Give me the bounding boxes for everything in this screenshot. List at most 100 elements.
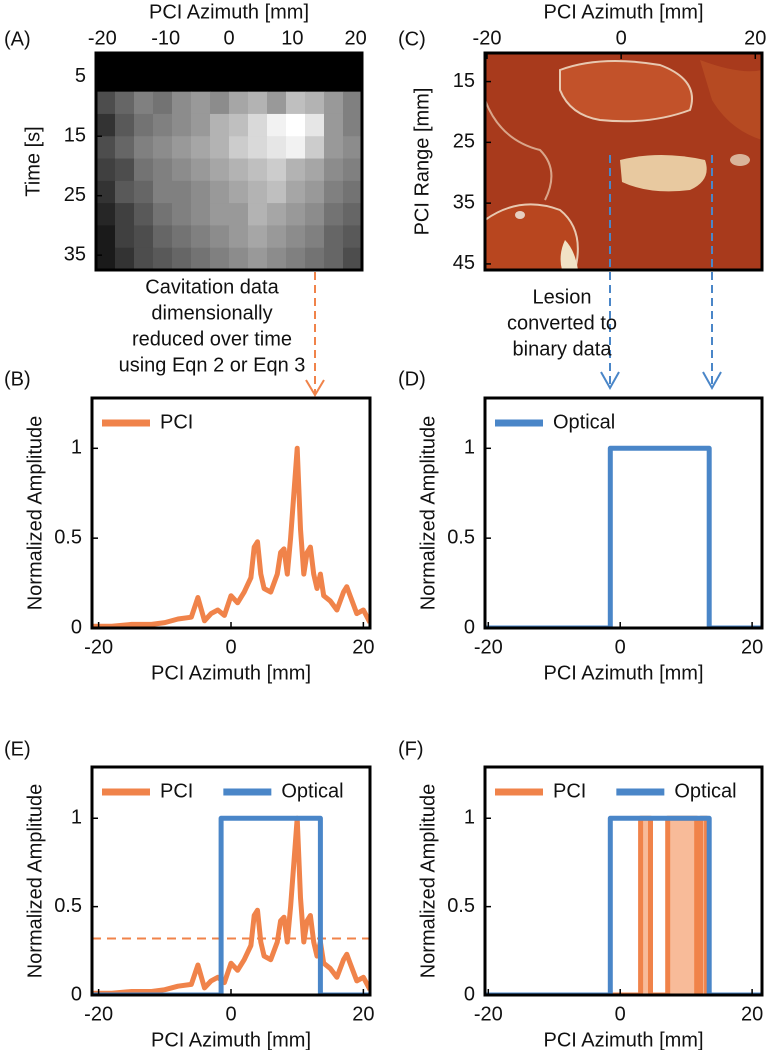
heatmap-cell xyxy=(305,113,325,137)
heatmap-cell xyxy=(229,91,249,115)
x-tick-label: 0 xyxy=(615,636,626,658)
heatmap-cell xyxy=(210,158,230,182)
y-tick-label: 0.5 xyxy=(447,895,475,917)
x-axis-label: PCI Azimuth [mm] xyxy=(149,1,309,23)
heatmap-cell xyxy=(153,180,173,204)
annotation: dimensionally xyxy=(151,302,272,324)
heatmap-cell xyxy=(305,53,325,93)
heatmap-cell xyxy=(324,113,344,137)
series-fill xyxy=(485,818,762,995)
y-tick-label: 35 xyxy=(453,191,475,213)
heatmap-cell xyxy=(286,53,306,93)
y-tick-label: 0.5 xyxy=(54,526,82,548)
y-tick-label: 25 xyxy=(453,131,475,153)
series-line xyxy=(92,815,370,995)
series-line xyxy=(485,815,762,995)
heatmap-cell xyxy=(210,113,230,137)
axes-box xyxy=(483,396,764,630)
legend-label: Optical xyxy=(553,411,615,433)
series-line xyxy=(92,815,370,995)
heatmap-cell xyxy=(248,158,268,182)
heatmap-cell xyxy=(286,136,306,160)
heatmap-cell xyxy=(229,203,249,226)
heatmap-cell xyxy=(153,113,173,137)
heatmap-cell xyxy=(96,180,116,204)
heatmap-cell xyxy=(134,91,154,115)
x-axis-label: PCI Azimuth [mm] xyxy=(543,662,703,684)
heatmap-cell xyxy=(324,203,344,226)
annotation: using Eqn 2 or Eqn 3 xyxy=(119,354,306,376)
heatmap-cell xyxy=(153,91,173,115)
y-tick-label: 25 xyxy=(64,184,86,206)
heatmap-cell xyxy=(229,53,249,93)
x-tick-label: 10 xyxy=(281,27,303,49)
y-tick-label: 0 xyxy=(464,983,475,1005)
heatmap-cell xyxy=(305,158,325,182)
axes-box xyxy=(483,765,764,997)
heatmap-cell xyxy=(191,247,211,270)
annotation: Lesion xyxy=(533,286,592,308)
heatmap-cell xyxy=(324,225,344,249)
heatmap-cell xyxy=(96,91,116,115)
heatmap-cell xyxy=(286,91,306,115)
heatmap-cell xyxy=(153,136,173,160)
x-tick-label: 20 xyxy=(352,1003,374,1025)
heatmap-cell xyxy=(343,203,362,226)
heatmap-cell xyxy=(134,113,154,137)
y-tick-label: 0.5 xyxy=(54,895,82,917)
heatmap-cell xyxy=(96,203,116,226)
x-axis-label: PCI Azimuth [mm] xyxy=(151,662,311,684)
x-tick-label: 0 xyxy=(225,636,236,658)
annotation: reduced over time xyxy=(132,328,292,350)
heatmap-cell xyxy=(153,53,173,93)
heatmap-cell xyxy=(191,158,211,182)
heatmap-cell xyxy=(210,53,230,93)
heatmap-cell xyxy=(305,180,325,204)
heatmap-cell xyxy=(248,180,268,204)
y-tick-label: 0.5 xyxy=(447,526,475,548)
y-axis-label: Normalized Amplitude xyxy=(24,784,46,979)
y-tick-label: 1 xyxy=(464,807,475,829)
x-tick-label: -20 xyxy=(88,27,117,49)
heatmap-cell xyxy=(134,203,154,226)
heatmap-cell xyxy=(267,113,287,137)
y-tick-label: 1 xyxy=(71,437,82,459)
heatmap-cell xyxy=(210,180,230,204)
heatmap-cell xyxy=(267,91,287,115)
panel-label: (B) xyxy=(4,368,31,390)
heatmap-cell xyxy=(286,113,306,137)
x-tick-label: 20 xyxy=(741,1003,763,1025)
x-tick-label: -20 xyxy=(474,636,503,658)
heatmap-cell xyxy=(324,247,344,270)
x-tick-label: 20 xyxy=(744,27,766,49)
heatmap-cell xyxy=(305,225,325,249)
heatmap-cell xyxy=(248,225,268,249)
heatmap-cell xyxy=(305,203,325,226)
heatmap-cell xyxy=(96,53,116,93)
heatmap-cell xyxy=(210,247,230,270)
arrow-head xyxy=(600,371,620,391)
heatmap-cell xyxy=(229,113,249,137)
x-tick-label: -20 xyxy=(473,27,502,49)
heatmap-cell xyxy=(267,53,287,93)
heatmap-cell xyxy=(191,203,211,226)
heatmap-cell xyxy=(324,91,344,115)
heatmap-cell xyxy=(134,53,154,93)
heatmap-cell xyxy=(191,180,211,204)
heatmap-cell xyxy=(115,158,135,182)
x-tick-label: 20 xyxy=(345,27,367,49)
heatmap-cell xyxy=(267,203,287,226)
heatmap-cell xyxy=(267,247,287,270)
plot-area xyxy=(96,53,362,270)
series-line xyxy=(485,815,762,995)
plot-area xyxy=(92,815,370,995)
y-tick-label: 0 xyxy=(464,616,475,638)
legend-label: PCI xyxy=(553,780,586,802)
heatmap-cell xyxy=(115,136,135,160)
heatmap-cell xyxy=(172,91,192,115)
series-line xyxy=(92,445,370,628)
heatmap-cell xyxy=(191,225,211,249)
heatmap-cell xyxy=(115,53,135,93)
legend-label: PCI xyxy=(160,411,193,433)
arrow-head xyxy=(305,379,325,397)
